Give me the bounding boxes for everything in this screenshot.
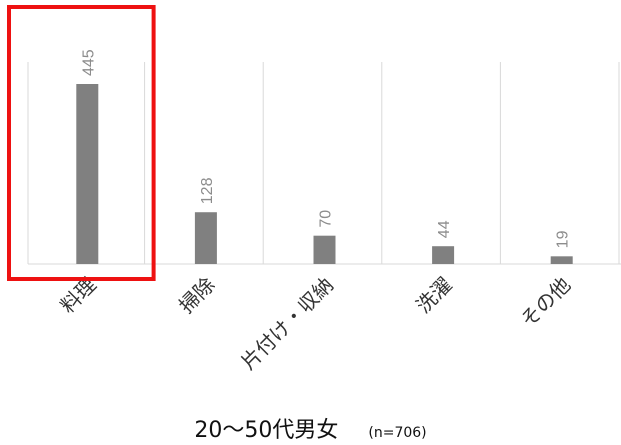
caption-group: 20〜50代男女 [194, 418, 339, 443]
bar-4 [432, 246, 455, 264]
bar-1 [76, 84, 99, 264]
caption-sample-size: (n=706) [368, 425, 427, 441]
chart-caption: 20〜50代男女 (n=706) [0, 412, 621, 444]
bar-3 [313, 235, 336, 264]
highlight-box [7, 5, 156, 281]
data-label: 445 [80, 49, 97, 76]
data-label: 44 [436, 220, 453, 238]
data-label: 19 [555, 230, 572, 248]
category-label: 洗濯 [411, 273, 456, 318]
bar-2 [194, 212, 217, 264]
category-label: 掃除 [174, 273, 219, 318]
data-label: 70 [318, 210, 335, 228]
bar-5 [550, 256, 573, 264]
category-label: 片付け・収納 [236, 273, 338, 375]
category-label: その他 [516, 273, 575, 332]
data-label: 128 [199, 177, 216, 204]
